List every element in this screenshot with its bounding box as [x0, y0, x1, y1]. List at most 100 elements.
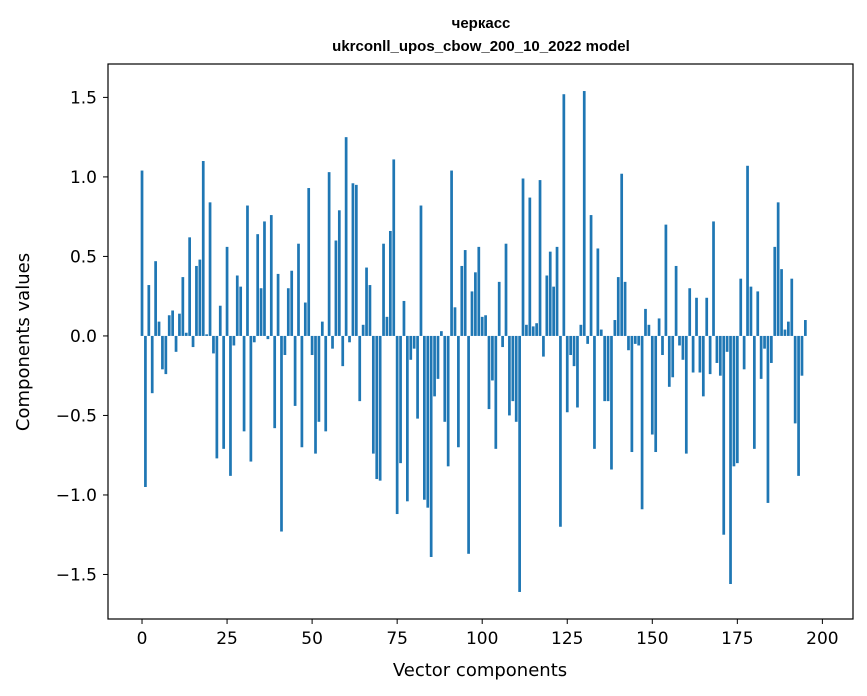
bar [576, 335, 579, 408]
bar [144, 335, 147, 487]
bar [358, 335, 362, 402]
bar [565, 335, 569, 413]
bar [222, 335, 226, 449]
bar [746, 165, 749, 336]
bar [426, 335, 430, 508]
bar [147, 285, 151, 336]
bar [780, 269, 783, 336]
bar [303, 302, 307, 336]
bar [191, 335, 195, 348]
bar [150, 335, 154, 394]
bar [161, 335, 164, 370]
bar [310, 335, 314, 356]
bar [249, 335, 253, 462]
bar [729, 335, 732, 585]
bar [511, 335, 515, 402]
bar [763, 335, 766, 349]
bar [215, 335, 219, 459]
bar [392, 159, 396, 336]
bar [416, 335, 419, 419]
bar [715, 335, 719, 363]
bar [450, 170, 453, 336]
bar [195, 265, 198, 336]
bar [184, 332, 188, 336]
bar [603, 335, 607, 402]
bar [790, 278, 794, 336]
bar [739, 278, 743, 336]
bar [334, 240, 338, 336]
bar [671, 335, 675, 378]
x-tick-label: 0 [137, 629, 148, 649]
bar [467, 335, 470, 554]
bar [545, 275, 549, 336]
bar [616, 277, 620, 336]
bar [154, 261, 157, 336]
bar [610, 335, 613, 470]
bar [586, 335, 590, 344]
bar [382, 243, 385, 336]
y-tick-label: 0.0 [70, 327, 97, 347]
bar [297, 243, 300, 336]
bar [793, 335, 797, 424]
bar [718, 335, 722, 376]
bar [644, 308, 647, 336]
bar [518, 335, 521, 592]
x-axis-label: Vector components [393, 660, 567, 681]
bar [446, 335, 450, 467]
bar [314, 335, 317, 454]
bar [375, 335, 379, 480]
bar [412, 335, 416, 349]
bar [378, 335, 382, 481]
bar [504, 243, 508, 336]
bar [477, 246, 481, 336]
bar [419, 205, 423, 336]
bar [348, 335, 351, 343]
bar [276, 273, 280, 336]
bar [354, 184, 358, 336]
x-tick-label: 150 [636, 629, 668, 649]
bar [205, 334, 209, 336]
bar [406, 335, 409, 502]
bar [630, 335, 634, 453]
bar [324, 335, 328, 432]
bar [661, 335, 664, 356]
bar [572, 335, 576, 367]
bar [280, 335, 283, 532]
bar [582, 91, 586, 336]
bar [242, 335, 246, 432]
bar [695, 297, 698, 336]
bar [562, 94, 566, 336]
bar [246, 205, 249, 336]
bar [460, 265, 464, 336]
bar [256, 234, 260, 336]
x-tick-label: 200 [806, 629, 838, 649]
bar [388, 230, 392, 336]
bar [623, 281, 627, 336]
bar [783, 329, 787, 336]
bar [705, 297, 709, 336]
bar [337, 210, 341, 336]
bar [423, 335, 426, 500]
bar [307, 188, 311, 336]
bar [804, 320, 807, 336]
x-tick-label: 25 [216, 629, 238, 649]
bar [229, 335, 232, 476]
bar [569, 335, 573, 356]
bar [800, 335, 804, 376]
bar [599, 329, 603, 336]
bar [341, 335, 345, 367]
bar [385, 316, 389, 336]
bar [647, 324, 651, 336]
bar [208, 202, 212, 336]
y-tick-label: −1.5 [56, 565, 97, 585]
bar [198, 259, 202, 336]
bar [542, 335, 545, 357]
bar [178, 313, 181, 336]
y-tick-label: −1.0 [56, 486, 97, 506]
bar [164, 335, 168, 375]
bar [627, 335, 630, 351]
bar [331, 335, 334, 349]
bar [708, 335, 712, 375]
bar [212, 335, 215, 354]
bar [613, 320, 617, 336]
